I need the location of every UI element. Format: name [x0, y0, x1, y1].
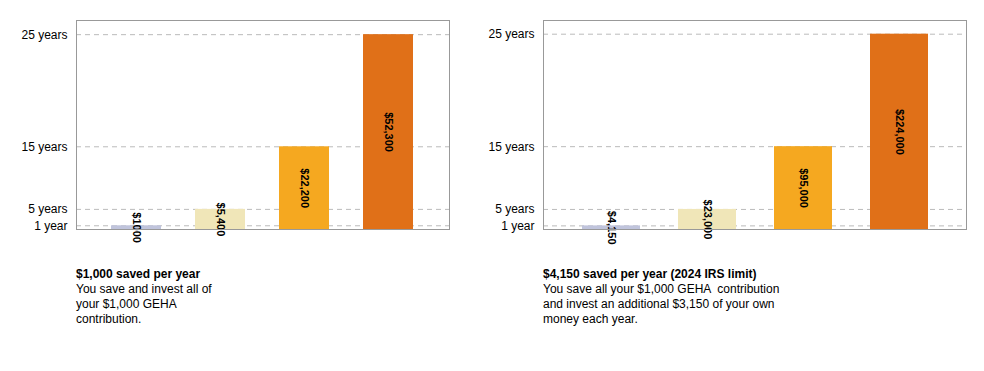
svg-text:$52,300: $52,300	[383, 112, 395, 152]
html-text:$4,150 saved per year (2024 IR: $4,150 saved per year (2024 IRS limit)	[543, 267, 757, 281]
svg-text:$4,150: $4,150	[606, 211, 618, 245]
svg-text:1 year: 1 year	[34, 219, 67, 233]
html-text:$1,000 saved per year: $1,000 saved per year	[76, 267, 201, 281]
html-text:contribution.: contribution.	[76, 312, 142, 326]
html-text:and invest an additional $3,15: and invest an additional $3,150 of your …	[543, 297, 775, 311]
svg-text:5 years: 5 years	[495, 202, 534, 216]
svg-text:1 year: 1 year	[501, 219, 534, 233]
svg-text:$23,000: $23,000	[702, 200, 714, 240]
svg-text:$1000: $1000	[131, 212, 143, 243]
html-text:your $1,000 GEHA: your $1,000 GEHA	[76, 297, 177, 311]
svg-text:25 years: 25 years	[21, 27, 67, 41]
svg-text:$5,400: $5,400	[215, 203, 227, 237]
html-text:You save all your $1,000 GEHA: You save all your $1,000 GEHA contributi…	[543, 282, 780, 296]
svg-text:$95,000: $95,000	[798, 168, 810, 208]
svg-text:$224,000: $224,000	[894, 109, 906, 155]
svg-text:25 years: 25 years	[488, 27, 534, 41]
svg-text:5 years: 5 years	[28, 202, 67, 216]
svg-text:15 years: 15 years	[488, 140, 534, 154]
svg-text:15 years: 15 years	[21, 140, 67, 154]
svg-text:$22,200: $22,200	[299, 168, 311, 208]
html-text:You save and invest all of: You save and invest all of	[76, 282, 212, 296]
html-text:money each year.: money each year.	[543, 312, 638, 326]
